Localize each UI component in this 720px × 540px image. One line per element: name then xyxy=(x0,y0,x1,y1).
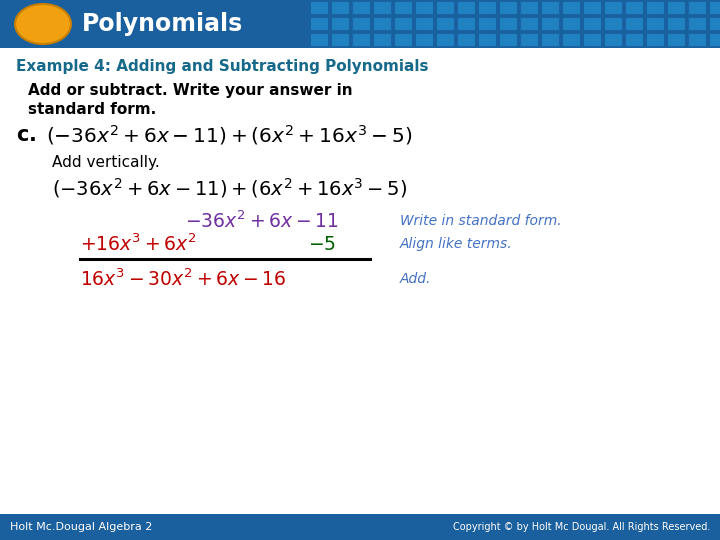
Bar xyxy=(688,17,706,30)
Bar xyxy=(310,33,328,46)
Bar xyxy=(0,514,720,540)
Text: $\mathit{-5}$: $\mathit{-5}$ xyxy=(308,234,336,253)
Bar xyxy=(394,17,412,30)
Text: standard form.: standard form. xyxy=(28,102,156,117)
Bar xyxy=(373,17,391,30)
Text: $\mathbf{c.}$: $\mathbf{c.}$ xyxy=(16,125,36,145)
Bar xyxy=(331,33,349,46)
Bar xyxy=(583,33,601,46)
Text: $(\mathit{-36x^2 + 6x - 11}) + (\mathit{6x^2 + 16x^3 - 5})$: $(\mathit{-36x^2 + 6x - 11}) + (\mathit{… xyxy=(52,176,407,200)
Bar xyxy=(436,17,454,30)
Text: $\mathit{16x^3 - 30x^2 + 6x - 16}$: $\mathit{16x^3 - 30x^2 + 6x - 16}$ xyxy=(80,268,287,290)
Bar xyxy=(457,1,475,14)
Bar xyxy=(415,1,433,14)
Bar xyxy=(499,33,517,46)
Bar xyxy=(520,17,538,30)
Bar xyxy=(667,33,685,46)
Bar xyxy=(604,1,622,14)
Bar xyxy=(688,33,706,46)
Bar xyxy=(310,17,328,30)
Text: Polynomials: Polynomials xyxy=(82,12,243,36)
Bar xyxy=(562,33,580,46)
Bar xyxy=(541,17,559,30)
Bar xyxy=(667,17,685,30)
Bar xyxy=(0,0,720,48)
Bar xyxy=(625,17,643,30)
Text: $\mathit{-36x^2 + 6x - 11}$: $\mathit{-36x^2 + 6x - 11}$ xyxy=(185,210,338,232)
Bar xyxy=(562,17,580,30)
Bar xyxy=(331,17,349,30)
Bar xyxy=(688,1,706,14)
Text: Add vertically.: Add vertically. xyxy=(52,154,160,170)
Bar xyxy=(415,17,433,30)
Bar xyxy=(331,1,349,14)
Bar xyxy=(373,1,391,14)
Text: $(\mathit{-36x^2 + 6x - 11}) + (\mathit{6x^2 + 16x^3 - 5})$: $(\mathit{-36x^2 + 6x - 11}) + (\mathit{… xyxy=(46,123,413,147)
Text: Write in standard form.: Write in standard form. xyxy=(400,214,562,228)
Text: Example 4: Adding and Subtracting Polynomials: Example 4: Adding and Subtracting Polyno… xyxy=(16,59,428,75)
Bar xyxy=(394,33,412,46)
Text: $\mathit{+16x^3 + 6x^2}$: $\mathit{+16x^3 + 6x^2}$ xyxy=(80,233,197,255)
Text: Add.: Add. xyxy=(400,272,431,286)
Bar xyxy=(394,1,412,14)
Bar xyxy=(604,17,622,30)
Bar xyxy=(709,17,720,30)
Bar xyxy=(478,1,496,14)
Bar xyxy=(352,33,370,46)
Bar xyxy=(667,1,685,14)
Bar xyxy=(604,33,622,46)
Bar xyxy=(625,33,643,46)
Bar xyxy=(478,17,496,30)
Bar xyxy=(646,33,664,46)
Text: Add or subtract. Write your answer in: Add or subtract. Write your answer in xyxy=(28,84,353,98)
Bar xyxy=(541,33,559,46)
Bar xyxy=(499,17,517,30)
Text: Holt Mc.Dougal Algebra 2: Holt Mc.Dougal Algebra 2 xyxy=(10,522,153,532)
Bar xyxy=(583,17,601,30)
Bar xyxy=(436,33,454,46)
Text: Align like terms.: Align like terms. xyxy=(400,237,513,251)
Bar xyxy=(709,1,720,14)
Bar xyxy=(625,1,643,14)
Bar xyxy=(352,17,370,30)
Bar xyxy=(562,1,580,14)
Bar xyxy=(541,1,559,14)
Bar xyxy=(478,33,496,46)
Bar xyxy=(646,1,664,14)
Bar xyxy=(709,33,720,46)
Ellipse shape xyxy=(15,4,71,44)
Bar xyxy=(646,17,664,30)
Bar xyxy=(310,1,328,14)
Bar xyxy=(520,1,538,14)
Bar xyxy=(415,33,433,46)
Bar xyxy=(373,33,391,46)
Bar xyxy=(352,1,370,14)
Bar xyxy=(520,33,538,46)
Bar xyxy=(457,17,475,30)
Text: Copyright © by Holt Mc Dougal. All Rights Reserved.: Copyright © by Holt Mc Dougal. All Right… xyxy=(453,522,710,532)
Bar xyxy=(583,1,601,14)
Bar xyxy=(499,1,517,14)
Bar xyxy=(457,33,475,46)
Bar xyxy=(436,1,454,14)
